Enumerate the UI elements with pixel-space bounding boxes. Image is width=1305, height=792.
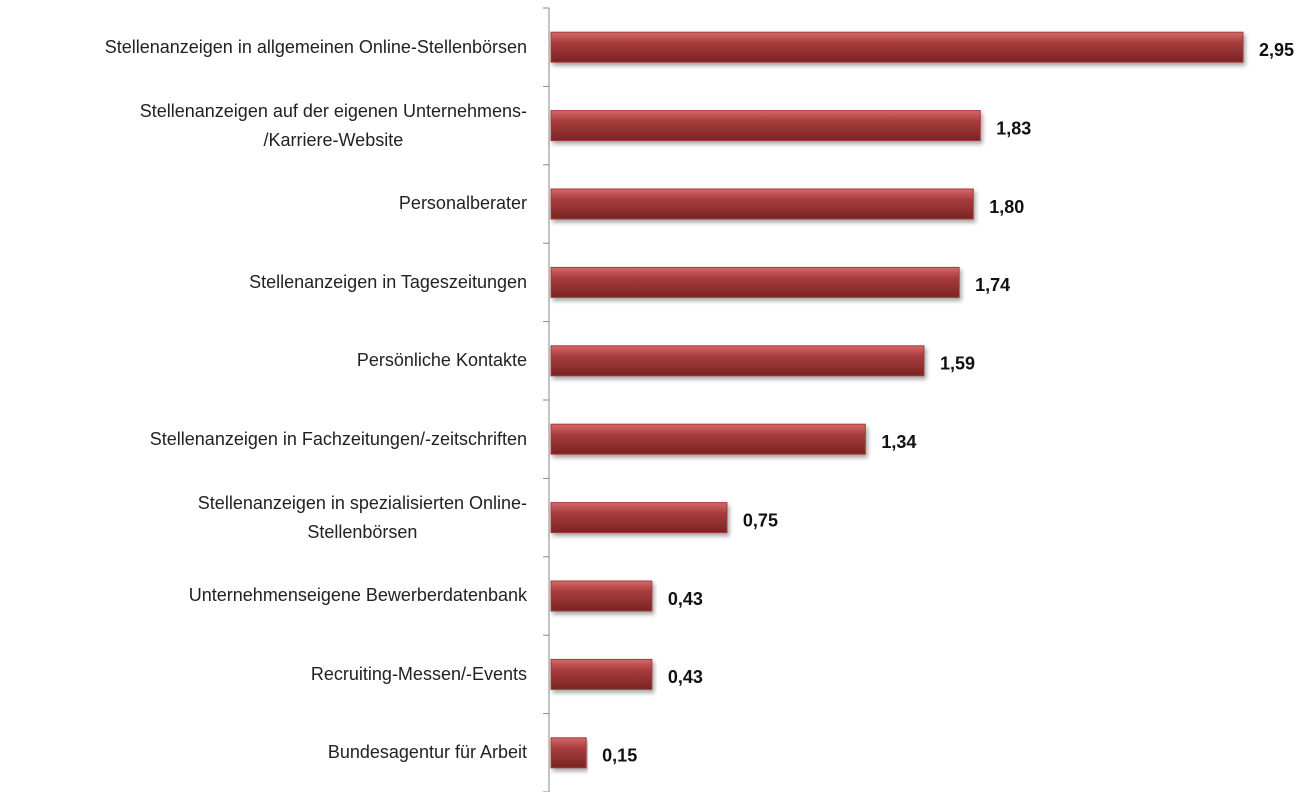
category-label: Stellenanzeigen auf der eigenen Unterneh… — [139, 100, 527, 150]
value-label: 1,74 — [975, 275, 1010, 295]
category-label-box: Bundesagentur für Arbeit — [0, 714, 527, 792]
bar — [550, 345, 925, 377]
bar — [550, 737, 587, 769]
bar — [550, 31, 1244, 63]
category-label-box: Stellenanzeigen auf der eigenen Unterneh… — [0, 86, 527, 164]
value-label: 1,34 — [881, 432, 916, 452]
category-label: Stellenanzeigen in allgemeinen Online-St… — [104, 36, 527, 57]
value-label: 0,75 — [743, 510, 778, 530]
category-label: Stellenanzeigen in Tageszeitungen — [249, 271, 527, 292]
category-label: Recruiting-Messen/-Events — [310, 663, 527, 684]
category-label-box: Stellenanzeigen in Fachzeitungen/-zeitsc… — [0, 400, 527, 478]
category-label-box: Stellenanzeigen in allgemeinen Online-St… — [0, 8, 527, 86]
value-label: 0,43 — [668, 589, 703, 609]
category-label: Personalberater — [398, 193, 527, 214]
category-label-box: Stellenanzeigen in Tageszeitungen — [0, 243, 527, 321]
bar — [550, 658, 653, 690]
bar — [550, 423, 866, 455]
bar — [550, 188, 974, 220]
category-label: Persönliche Kontakte — [356, 350, 527, 371]
value-label: 2,95 — [1259, 40, 1294, 60]
category-label: Bundesagentur für Arbeit — [327, 742, 527, 763]
bar — [550, 266, 960, 298]
bar — [550, 502, 728, 534]
category-label-box: Persönliche Kontakte — [0, 322, 527, 400]
value-label: 1,59 — [940, 354, 975, 374]
value-label: 0,15 — [602, 746, 637, 766]
category-label: Stellenanzeigen in spezialisierten Onlin… — [197, 492, 527, 542]
category-label: Unternehmenseigene Bewerberdatenbank — [188, 585, 527, 606]
bar — [550, 580, 653, 612]
category-label-box: Stellenanzeigen in spezialisierten Onlin… — [0, 478, 527, 556]
value-label: 1,83 — [996, 118, 1031, 138]
category-label: Stellenanzeigen in Fachzeitungen/-zeitsc… — [149, 428, 527, 449]
category-label-box: Recruiting-Messen/-Events — [0, 635, 527, 713]
bar — [550, 110, 981, 142]
category-label-box: Unternehmenseigene Bewerberdatenbank — [0, 557, 527, 635]
value-label: 1,80 — [989, 197, 1024, 217]
value-label: 0,43 — [668, 667, 703, 687]
category-label-box: Personalberater — [0, 165, 527, 243]
